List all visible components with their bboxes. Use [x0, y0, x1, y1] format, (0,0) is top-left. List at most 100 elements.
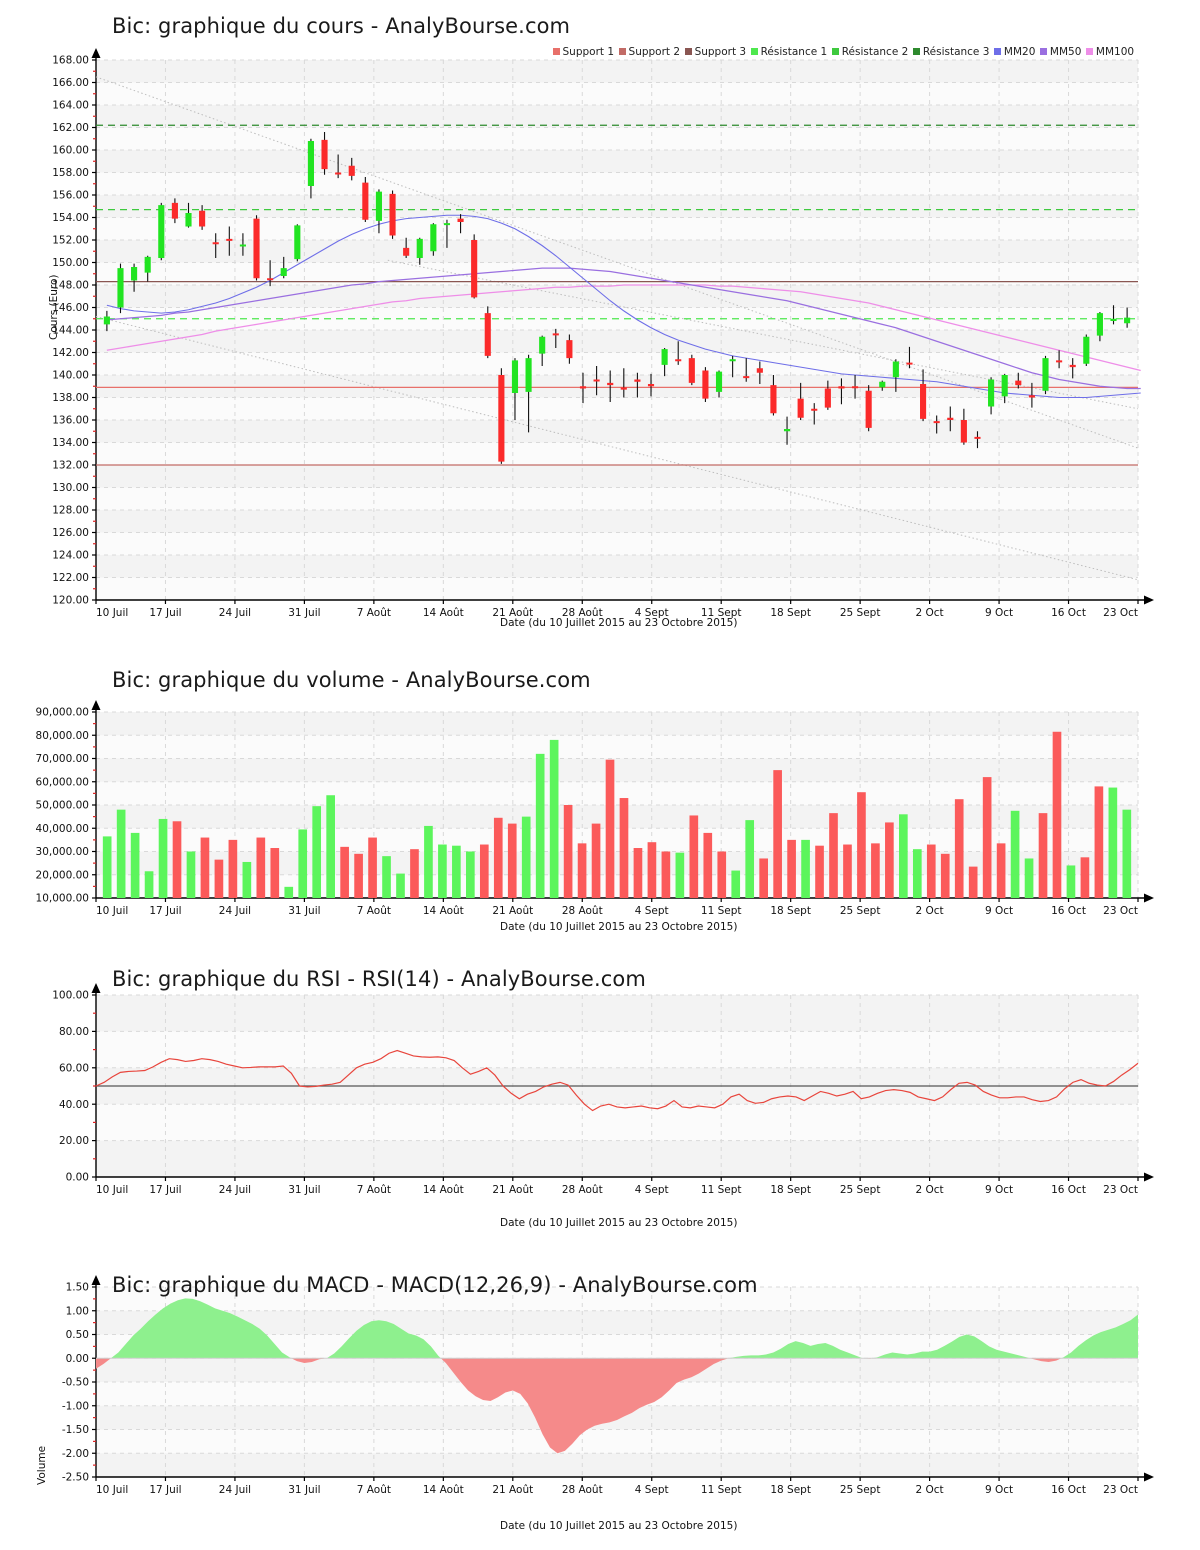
rsi-x-axis-label: Date (du 10 Juillet 2015 au 23 Octobre 2…	[500, 1217, 738, 1229]
rsi-chart-title: Bic: graphique du RSI - RSI(14) - AnalyB…	[112, 967, 646, 991]
legend-swatch-mm20	[994, 48, 1002, 55]
svg-text:10 Juil: 10 Juil	[96, 905, 128, 917]
legend-label-resistance-2: Résistance 2	[841, 46, 909, 58]
svg-text:31 Juil: 31 Juil	[288, 905, 320, 917]
price-chart-title: Bic: graphique du cours - AnalyBourse.co…	[112, 14, 571, 38]
volume-chart-title: Bic: graphique du volume - AnalyBourse.c…	[112, 668, 591, 692]
svg-text:60,000.00: 60,000.00	[36, 776, 89, 788]
svg-text:130.00: 130.00	[52, 482, 89, 494]
svg-text:31 Juil: 31 Juil	[288, 1484, 320, 1496]
svg-text:156.00: 156.00	[52, 190, 89, 202]
svg-text:25 Sept: 25 Sept	[840, 905, 881, 917]
legend-item-support-1: Support 1	[553, 46, 614, 58]
legend-swatch-resistance-1	[751, 48, 759, 55]
macd-chart-title: Bic: graphique du MACD - MACD(12,26,9) -…	[112, 1273, 758, 1297]
rsi-chart-svg[interactable]: 0.00 20.00 40.00 60.00 80.00 100.00 10 Juil 17 …	[0, 955, 1200, 1245]
svg-text:7 Août: 7 Août	[357, 607, 391, 619]
macd-chart-svg[interactable]: -2.50 -2.00 -1.50 -1.00 -0.50 0.00 0.50 1.00 1.5…	[0, 1245, 1200, 1550]
svg-text:-2.50: -2.50	[62, 1472, 89, 1484]
svg-text:0.00: 0.00	[66, 1172, 89, 1184]
svg-text:23 Oct: 23 Oct	[1103, 607, 1138, 619]
svg-text:80.00: 80.00	[59, 1026, 89, 1038]
legend-swatch-resistance-2	[832, 48, 840, 55]
legend-item-support-2: Support 2	[619, 46, 680, 58]
svg-text:1.00: 1.00	[66, 1305, 89, 1317]
svg-text:14 Août: 14 Août	[423, 1184, 464, 1196]
svg-text:1.50: 1.50	[66, 1282, 89, 1294]
svg-text:11 Sept: 11 Sept	[701, 905, 742, 917]
svg-text:17 Juil: 17 Juil	[149, 1184, 181, 1196]
svg-text:142.00: 142.00	[52, 347, 89, 359]
svg-text:146.00: 146.00	[52, 302, 89, 314]
svg-text:28 Août: 28 Août	[562, 607, 603, 619]
svg-text:-1.50: -1.50	[62, 1424, 89, 1436]
svg-text:2 Oct: 2 Oct	[916, 905, 944, 917]
svg-text:0.50: 0.50	[66, 1329, 89, 1341]
legend-swatch-mm50	[1040, 48, 1048, 55]
volume-x-axis-label: Date (du 10 Juillet 2015 au 23 Octobre 2…	[500, 921, 738, 933]
rsi-chart-panel: Bic: graphique du RSI - RSI(14) - AnalyB…	[0, 955, 1200, 1245]
svg-text:18 Sept: 18 Sept	[770, 905, 811, 917]
macd-chart-panel: Bic: graphique du MACD - MACD(12,26,9) -…	[0, 1245, 1200, 1550]
price-chart-svg[interactable]: 120.00 122.00 124.00 126.00 128.00 130.00 132.…	[0, 0, 1200, 640]
svg-text:17 Juil: 17 Juil	[149, 607, 181, 619]
svg-text:132.00: 132.00	[52, 460, 89, 472]
svg-text:16 Oct: 16 Oct	[1051, 607, 1086, 619]
svg-text:158.00: 158.00	[52, 167, 89, 179]
legend-label-mm100: MM100	[1095, 46, 1135, 58]
svg-text:24 Juil: 24 Juil	[219, 1484, 251, 1496]
svg-text:17 Juil: 17 Juil	[149, 1484, 181, 1496]
svg-text:24 Juil: 24 Juil	[219, 1184, 251, 1196]
legend-item-resistance-2: Résistance 2	[832, 46, 908, 58]
svg-text:148.00: 148.00	[52, 280, 89, 292]
svg-text:136.00: 136.00	[52, 415, 89, 427]
legend-item-resistance-1: Résistance 1	[751, 46, 827, 58]
legend-item-mm20: MM20	[994, 46, 1035, 58]
svg-text:11 Sept: 11 Sept	[701, 1484, 742, 1496]
svg-text:23 Oct: 23 Oct	[1103, 1184, 1138, 1196]
svg-text:31 Juil: 31 Juil	[288, 607, 320, 619]
svg-text:60.00: 60.00	[59, 1062, 89, 1074]
svg-text:128.00: 128.00	[52, 505, 89, 517]
svg-text:2 Oct: 2 Oct	[916, 1184, 944, 1196]
svg-text:18 Sept: 18 Sept	[770, 1484, 811, 1496]
svg-text:10 Juil: 10 Juil	[96, 1184, 128, 1196]
svg-text:23 Oct: 23 Oct	[1103, 1484, 1138, 1496]
svg-text:-1.00: -1.00	[62, 1400, 89, 1412]
legend-swatch-support-2	[619, 48, 627, 55]
legend-swatch-mm100	[1086, 48, 1094, 55]
svg-text:168.00: 168.00	[52, 55, 89, 67]
svg-text:20.00: 20.00	[59, 1135, 89, 1147]
volume-chart-svg[interactable]: 10,000.00 20,000.00 30,000.00 40,000.00 50,0…	[0, 650, 1200, 960]
svg-text:80,000.00: 80,000.00	[36, 730, 89, 742]
svg-text:7 Août: 7 Août	[357, 1484, 391, 1496]
svg-text:7 Août: 7 Août	[357, 1184, 391, 1196]
legend-label-mm20: MM20	[1003, 46, 1036, 58]
svg-text:14 Août: 14 Août	[423, 1484, 464, 1496]
svg-text:7 Août: 7 Août	[357, 905, 391, 917]
price-y-axis-label: Cours (Euro)	[48, 274, 60, 340]
svg-text:138.00: 138.00	[52, 392, 89, 404]
svg-text:2 Oct: 2 Oct	[916, 1484, 944, 1496]
svg-text:18 Sept: 18 Sept	[770, 607, 811, 619]
svg-text:16 Oct: 16 Oct	[1051, 1484, 1086, 1496]
price-chart-legend: Support 1 Support 2 Support 3 Résistance 1 R…	[548, 46, 1134, 58]
svg-text:28 Août: 28 Août	[562, 1184, 603, 1196]
svg-text:152.00: 152.00	[52, 235, 89, 247]
svg-text:16 Oct: 16 Oct	[1051, 905, 1086, 917]
svg-text:70,000.00: 70,000.00	[36, 753, 89, 765]
svg-text:14 Août: 14 Août	[423, 607, 464, 619]
svg-text:126.00: 126.00	[52, 527, 89, 539]
svg-text:16 Oct: 16 Oct	[1051, 1184, 1086, 1196]
svg-text:144.00: 144.00	[52, 325, 89, 337]
svg-text:31 Juil: 31 Juil	[288, 1184, 320, 1196]
svg-text:25 Sept: 25 Sept	[840, 607, 881, 619]
svg-text:4 Sept: 4 Sept	[635, 607, 669, 619]
svg-text:21 Août: 21 Août	[492, 607, 533, 619]
svg-text:122.00: 122.00	[52, 572, 89, 584]
svg-text:-2.00: -2.00	[62, 1448, 89, 1460]
legend-item-resistance-3: Résistance 3	[913, 46, 989, 58]
svg-text:21 Août: 21 Août	[492, 905, 533, 917]
svg-text:120.00: 120.00	[52, 595, 89, 607]
